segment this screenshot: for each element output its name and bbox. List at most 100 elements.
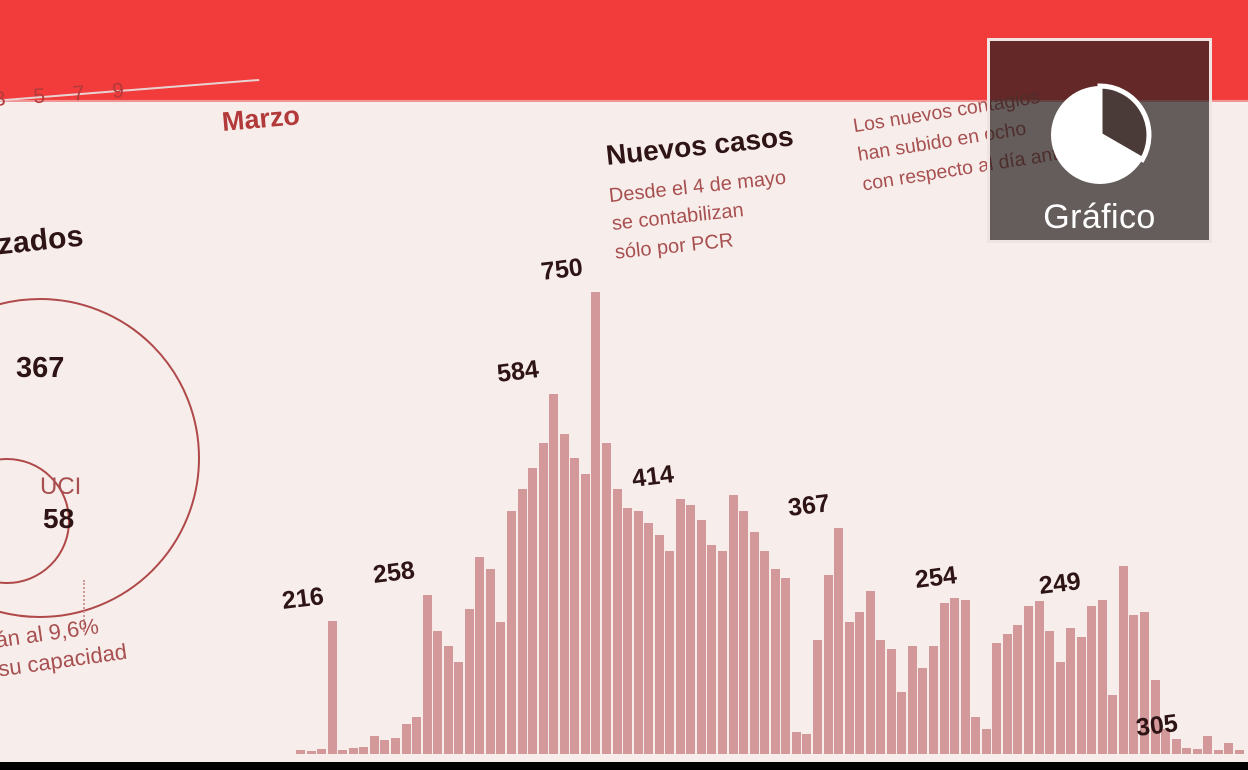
bar [1192, 749, 1202, 754]
bar [654, 535, 664, 754]
bar [644, 523, 654, 754]
bar [1087, 606, 1097, 754]
bar-value-label: 305 [1134, 708, 1180, 742]
bar [306, 750, 316, 754]
bar [865, 590, 875, 754]
bar [665, 550, 675, 754]
bar [369, 735, 379, 754]
bar-value-label: 216 [280, 582, 325, 615]
bar [696, 519, 706, 754]
bar [1023, 606, 1033, 754]
bar [591, 292, 601, 754]
bar [338, 749, 348, 754]
bar [412, 717, 422, 754]
bar [675, 498, 685, 754]
bar [317, 749, 327, 754]
bar [538, 442, 548, 754]
bar-value-label: 750 [539, 253, 585, 287]
icu-leader-line [83, 580, 85, 632]
bar-value-label: 258 [371, 556, 416, 590]
bar [633, 510, 643, 754]
bar [1224, 742, 1234, 754]
bar [855, 612, 865, 754]
grafico-overlay-label: Gráfico [1043, 198, 1156, 236]
bar [1129, 615, 1139, 754]
bar [1234, 750, 1244, 754]
bar [950, 597, 960, 754]
bar [886, 649, 896, 754]
bar [496, 621, 506, 754]
bar [296, 750, 305, 754]
bar-value-label: 249 [1037, 567, 1083, 601]
bar [1055, 661, 1065, 754]
bar [507, 510, 516, 754]
bar [433, 630, 443, 754]
bar [623, 507, 633, 754]
bar [960, 600, 970, 754]
bar [749, 532, 759, 754]
bar [812, 640, 822, 754]
bar [1161, 729, 1171, 754]
bar-value-label: 254 [913, 561, 958, 595]
bar [528, 467, 538, 754]
icu-value: 58 [43, 503, 75, 534]
bar [380, 740, 390, 754]
bar [1002, 633, 1012, 754]
bar [686, 504, 696, 754]
bar [517, 489, 527, 754]
bar [570, 458, 580, 754]
bar [1034, 600, 1044, 754]
bar [718, 550, 727, 754]
bar [1140, 612, 1149, 754]
bar [485, 569, 495, 754]
bar [1108, 695, 1118, 754]
bar [823, 575, 833, 754]
bar [992, 643, 1002, 754]
bar [390, 737, 400, 754]
bar [907, 646, 917, 754]
bar [1045, 630, 1055, 754]
bar [929, 646, 938, 754]
bar [834, 527, 844, 754]
bar [981, 729, 991, 754]
bar [1213, 749, 1223, 754]
icu-label: UCI [40, 473, 82, 500]
bar [971, 717, 981, 754]
bar [802, 734, 812, 754]
bar [1097, 600, 1107, 754]
bar [401, 724, 411, 754]
bar [897, 692, 907, 754]
bar [422, 595, 432, 754]
bar [1076, 636, 1086, 754]
bar [1182, 747, 1192, 754]
bar [601, 442, 611, 754]
bar [939, 603, 949, 754]
bar [1150, 680, 1160, 754]
bar [770, 569, 780, 754]
bar [559, 433, 569, 754]
bar-value-label: 367 [786, 489, 832, 522]
bar [348, 748, 358, 754]
bar [1171, 738, 1181, 754]
grafico-overlay-button[interactable]: Gráfico [987, 38, 1212, 243]
bar [781, 578, 791, 754]
bar [760, 550, 770, 754]
bar [707, 544, 717, 754]
hospitalized-value: 367 [16, 352, 65, 384]
bar [327, 620, 337, 754]
bar [876, 640, 886, 754]
bar [739, 510, 749, 754]
bar [1066, 627, 1076, 754]
bar [580, 473, 590, 754]
bar [359, 746, 369, 754]
bar-value-label: 584 [495, 355, 541, 389]
bar [791, 732, 801, 754]
bar-value-label: 414 [630, 460, 676, 493]
bar [454, 661, 464, 754]
bar [549, 394, 559, 754]
bar [1013, 624, 1023, 754]
bar [475, 556, 485, 754]
pie-chart-icon [1048, 83, 1152, 192]
